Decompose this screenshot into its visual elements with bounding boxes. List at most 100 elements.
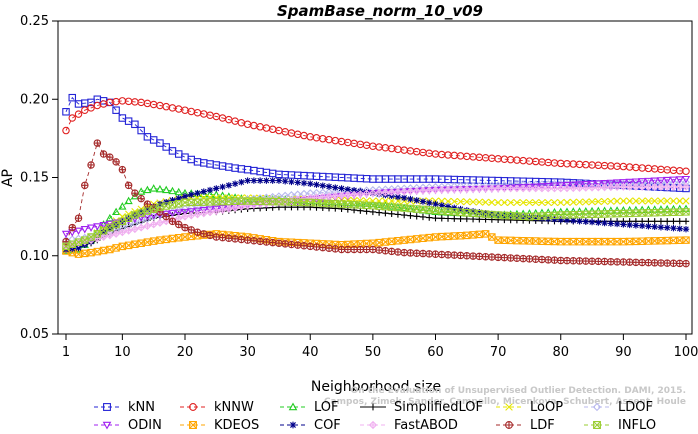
data-point-knn: [124, 117, 133, 125]
data-point-inflo: [87, 233, 95, 241]
data-point-fastabod: [506, 184, 515, 193]
data-point-odin: [681, 175, 691, 184]
data-point-ldf: [325, 244, 333, 252]
data-point-simplifiedlof: [313, 204, 320, 211]
data-point-ldf: [657, 259, 665, 267]
data-point-kdeos: [419, 234, 427, 242]
data-point-loop: [388, 197, 396, 205]
data-point-fastabod: [487, 184, 496, 193]
data-point-cof: [469, 208, 477, 215]
data-point-fastabod: [469, 185, 478, 194]
data-point-fastabod: [99, 232, 108, 241]
data-point-kdeos: [87, 248, 95, 257]
data-point-inflo: [118, 217, 127, 226]
data-point-odin: [93, 223, 102, 231]
data-point-kdeos: [106, 245, 114, 254]
data-point-cof: [413, 197, 420, 204]
data-point-simplifiedlof: [469, 215, 477, 223]
data-point-cof: [451, 204, 458, 212]
data-point-fastabod: [556, 184, 565, 193]
y-tick-label: 0.10: [20, 249, 49, 264]
data-point-simplifiedlof: [432, 214, 439, 222]
data-point-lof: [111, 207, 121, 216]
data-point-ldf: [444, 251, 452, 259]
data-point-ldf: [375, 246, 383, 254]
data-point-knnw: [62, 126, 70, 135]
data-point-ldf: [93, 139, 102, 147]
data-point-cof: [638, 222, 646, 230]
data-point-kdeos: [381, 238, 390, 246]
data-point-cof: [294, 179, 301, 186]
data-point-fastabod: [337, 191, 346, 200]
legend-marker-cof: [289, 421, 297, 429]
data-point-fastabod: [350, 190, 359, 199]
x-tick-label: 30: [239, 345, 256, 360]
data-point-ldf: [412, 249, 421, 257]
data-point-cof: [325, 183, 333, 190]
data-point-ldf: [594, 257, 603, 266]
data-point-ldf: [425, 250, 433, 258]
series-knn: [62, 93, 690, 193]
data-point-cof: [626, 221, 633, 229]
x-tick-label: 80: [552, 345, 569, 360]
data-point-simplifiedlof: [332, 205, 339, 212]
data-point-cof: [206, 186, 214, 194]
data-point-fastabod: [663, 182, 672, 191]
data-point-fastabod: [412, 186, 421, 195]
data-point-odin: [612, 179, 622, 187]
data-point-fastabod: [325, 192, 334, 201]
data-point-fastabod: [375, 188, 384, 197]
data-point-cof: [244, 177, 251, 184]
data-point-odin: [663, 176, 672, 185]
legend-label: LDOF: [618, 400, 653, 415]
legend-item-cof: COF: [280, 418, 341, 433]
x-tick-label: 40: [302, 345, 319, 360]
data-point-loop: [550, 198, 559, 207]
data-point-odin: [569, 181, 578, 190]
data-point-loop: [544, 198, 552, 207]
data-point-lof: [124, 196, 133, 205]
data-point-ldf: [500, 253, 509, 262]
data-point-ldf: [124, 181, 133, 189]
data-point-loop: [651, 197, 659, 205]
data-point-cof: [570, 217, 577, 224]
x-tick-label: 20: [177, 345, 194, 360]
data-point-cof: [394, 193, 402, 201]
data-point-ldf: [250, 237, 258, 245]
data-point-odin: [575, 181, 584, 189]
data-point-lof: [205, 190, 215, 198]
data-point-ldf: [519, 254, 527, 263]
x-axis-label: Neighborhood size: [311, 379, 441, 395]
series-line-odin: [65, 178, 687, 235]
data-point-fastabod: [600, 183, 609, 192]
data-point-inflo: [93, 230, 102, 238]
plot-area: [57, 20, 693, 335]
data-point-simplifiedlof: [438, 215, 445, 222]
data-point-kdeos: [131, 240, 139, 249]
data-point-loop: [582, 198, 590, 206]
data-point-loop: [456, 198, 465, 206]
legend-marker-lof: [288, 402, 298, 411]
data-point-cof: [338, 185, 345, 192]
data-point-cof: [607, 220, 615, 227]
data-point-ldf: [337, 245, 346, 254]
y-tick-label: 0.15: [20, 171, 49, 186]
data-point-fastabod: [393, 187, 402, 196]
legend-marker-fastabod: [368, 420, 378, 430]
data-point-loop: [519, 198, 527, 207]
legend-item-odin: ODIN: [94, 418, 162, 433]
data-point-odin: [594, 180, 603, 188]
data-point-cof: [194, 189, 201, 197]
data-point-cof: [582, 218, 589, 225]
data-point-ldof: [143, 214, 152, 223]
data-point-simplifiedlof: [319, 204, 326, 212]
data-point-ldf: [268, 238, 277, 247]
data-point-fastabod: [137, 223, 146, 232]
legend-marker-ldof: [592, 402, 602, 412]
x-tick-label: 100: [674, 345, 698, 360]
data-point-lof: [118, 202, 127, 210]
data-point-fastabod: [187, 211, 196, 220]
x-tick-label: 10: [114, 345, 131, 360]
y-tick-label: 0.20: [20, 92, 49, 107]
data-point-ldf: [406, 249, 415, 257]
